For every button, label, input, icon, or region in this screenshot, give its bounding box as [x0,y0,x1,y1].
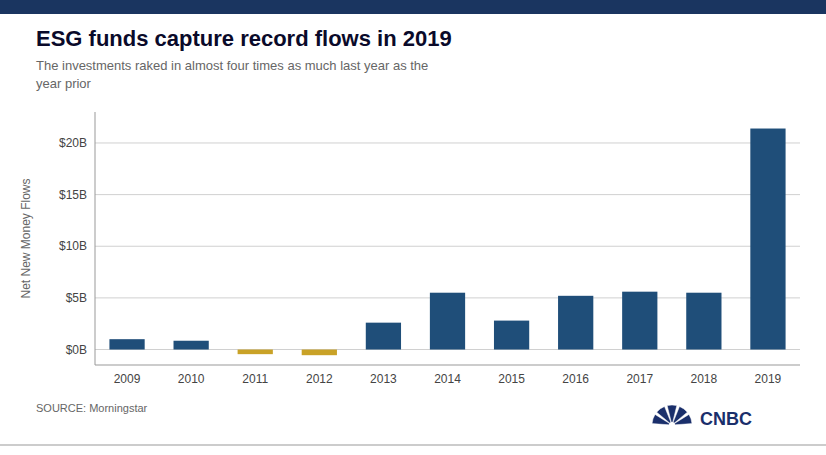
annotation: CNBC [700,409,752,429]
x-tick-label: 2014 [434,372,461,386]
chart: ESG funds capture record flows in 2019 Th… [0,0,826,455]
y-tick-label: $0B [66,343,87,357]
source: SOURCE: Morningstar [36,402,148,414]
top-banner [0,0,826,14]
subtitle-line: The investments raked in almost four tim… [36,58,428,73]
x-tick-label: 2017 [626,372,653,386]
x-tick-label: 2016 [562,372,589,386]
subtitle-line: year prior [36,76,92,91]
x-tick-label: 2009 [114,372,141,386]
x-tick-label: 2018 [691,372,718,386]
x-tick-label: 2011 [242,372,268,386]
bar [430,293,465,350]
x-tick-label: 2010 [178,372,205,386]
x-tick-label: 2019 [755,372,782,386]
logo-center [669,422,675,428]
title: ESG funds capture record flows in 2019 [36,26,452,51]
subtitle: The investments raked in almost four tim… [36,58,428,91]
logo: CNBC [652,405,752,429]
bottom-line [0,444,826,446]
y-axis-line [95,112,96,365]
grid-line [95,246,800,247]
y-tick-label: $10B [59,239,87,253]
bar [558,296,593,350]
x-tick-label: 2015 [498,372,525,386]
bar [174,341,209,350]
bar [238,350,273,355]
bar [686,293,721,350]
x-tick-label: 2012 [306,372,333,386]
bar [109,339,144,349]
y-tick-label: $5B [66,291,87,305]
bars [109,129,785,356]
bar [366,323,401,350]
bar [494,321,529,350]
logo-feather [672,414,692,425]
grid [95,143,800,350]
bar [302,350,337,356]
y-tick-label: $15B [59,188,87,202]
bar [750,129,785,350]
y-axis-label: Net New Money Flows [19,178,33,298]
bar [622,292,657,350]
grid-line [95,194,800,195]
x-tick-label: 2013 [370,372,397,386]
y-tick-label: $20B [59,136,87,150]
grid-line [95,142,800,143]
x-axis-line [95,365,800,366]
